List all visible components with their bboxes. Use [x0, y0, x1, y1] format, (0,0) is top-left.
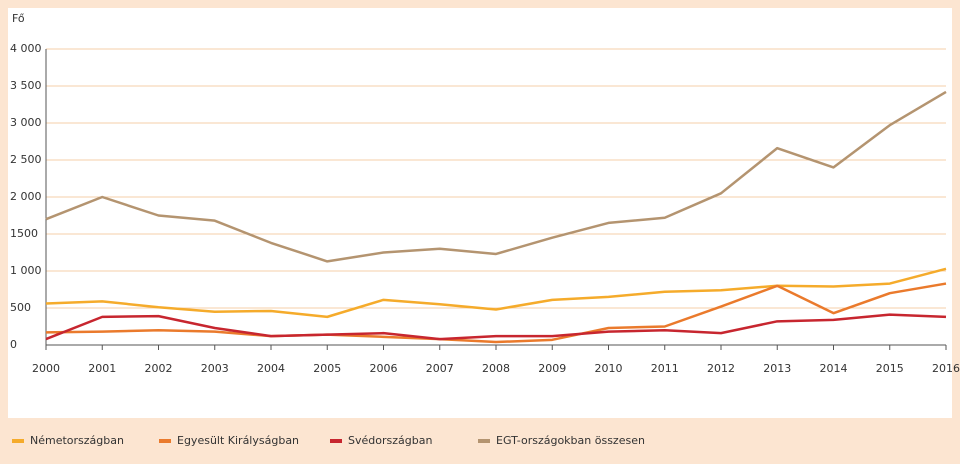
- y-tick-label: 4 000: [10, 42, 42, 55]
- legend-swatch: [12, 439, 24, 443]
- x-tick-label: 2015: [876, 362, 904, 375]
- x-tick-label: 2010: [595, 362, 623, 375]
- series-line: [45, 90, 947, 263]
- y-tick-label: 3 500: [10, 79, 42, 92]
- x-tick-label: 2009: [538, 362, 566, 375]
- x-tick-label: 2003: [201, 362, 229, 375]
- y-tick-label: 2 000: [10, 190, 42, 203]
- y-tick-label: 500: [10, 301, 31, 314]
- series-line: [45, 267, 947, 319]
- x-tick-label: 2014: [820, 362, 848, 375]
- x-tick-label: 2005: [313, 362, 341, 375]
- x-tick-label: 2007: [426, 362, 454, 375]
- x-tick-label: 2008: [482, 362, 510, 375]
- y-tick-label: 0: [10, 338, 17, 351]
- x-tick-label: 2004: [257, 362, 285, 375]
- legend-swatch: [478, 439, 490, 443]
- legend-label: EGT-országokban összesen: [496, 434, 645, 447]
- plot-panel: [8, 8, 952, 418]
- x-tick-label: 2012: [707, 362, 735, 375]
- x-tick-label: 2016: [932, 362, 960, 375]
- series-line: [45, 313, 947, 341]
- legend-label: Svédországban: [348, 434, 432, 447]
- y-axis-label: Fő: [12, 12, 25, 25]
- legend-label: Németországban: [30, 434, 124, 447]
- y-tick-label: 2 500: [10, 153, 42, 166]
- legend-swatch: [159, 439, 171, 443]
- x-tick-label: 2011: [651, 362, 679, 375]
- y-tick-label: 1500: [10, 227, 38, 240]
- x-tick-label: 2002: [145, 362, 173, 375]
- y-tick-label: 1 000: [10, 264, 42, 277]
- y-tick-label: 3 000: [10, 116, 42, 129]
- x-tick-label: 2006: [370, 362, 398, 375]
- series-line: [45, 282, 947, 344]
- x-tick-label: 2001: [88, 362, 116, 375]
- legend-swatch: [330, 439, 342, 443]
- x-tick-label: 2013: [763, 362, 791, 375]
- x-tick-label: 2000: [32, 362, 60, 375]
- legend-label: Egyesült Királyságban: [177, 434, 299, 447]
